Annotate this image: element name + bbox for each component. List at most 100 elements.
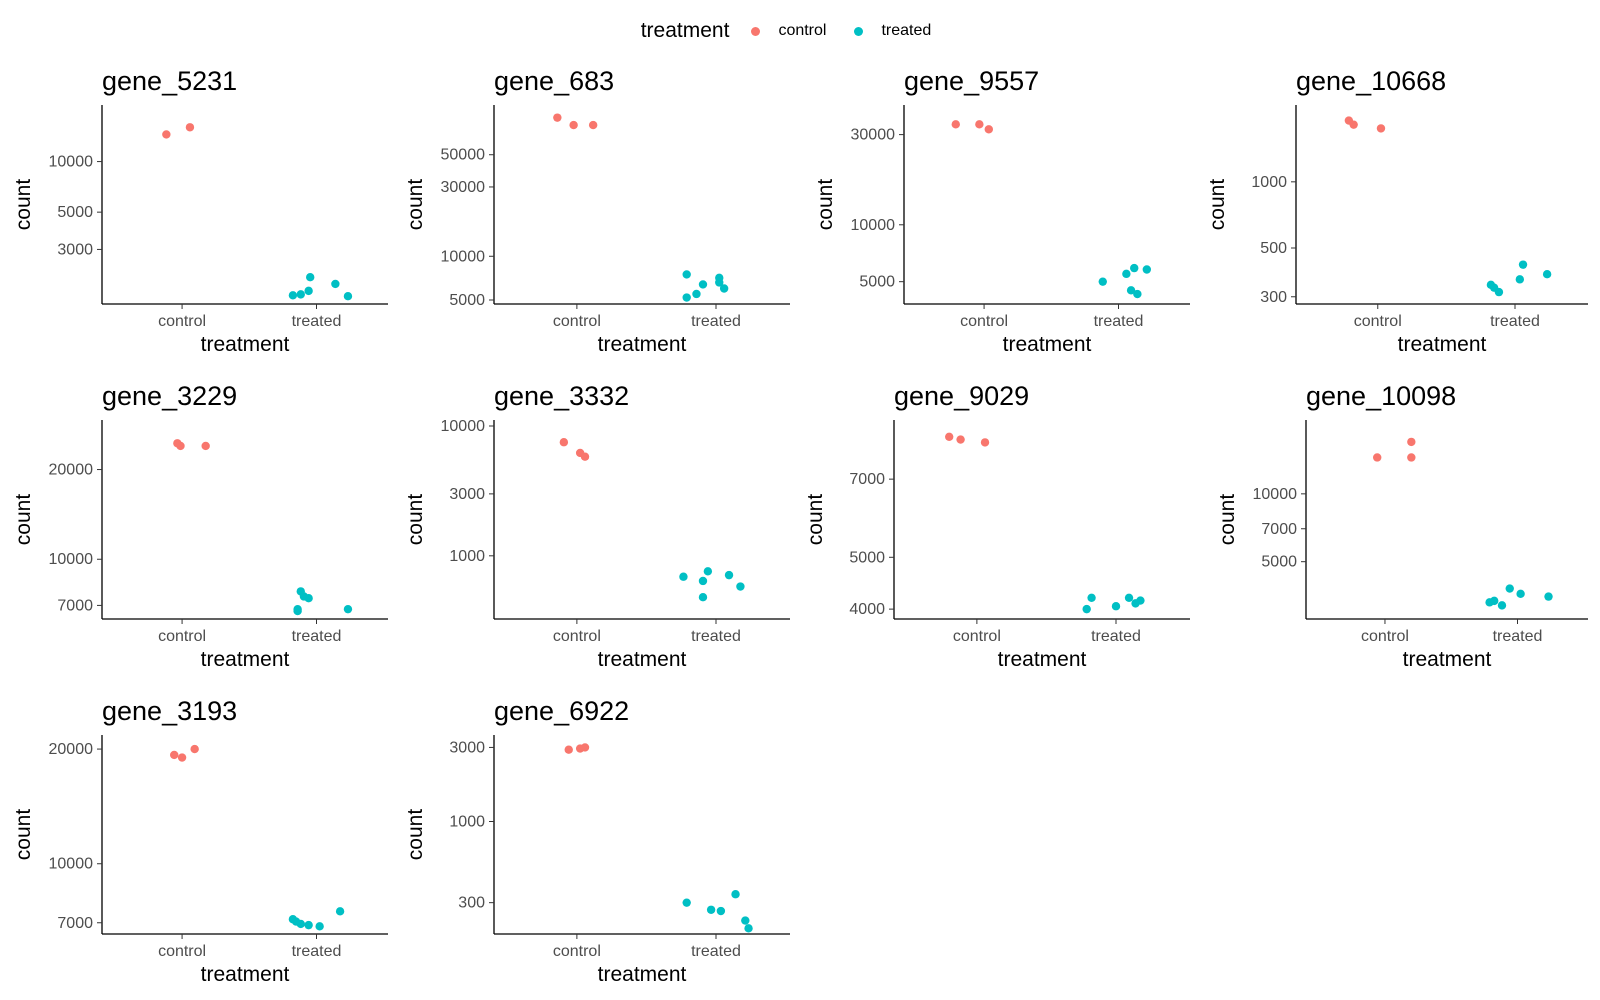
- data-point-control: [1373, 453, 1382, 462]
- data-point-control: [580, 452, 590, 461]
- data-point-treated: [1130, 263, 1139, 273]
- x-axis-label: treatment: [1398, 333, 1487, 356]
- data-point-treated: [331, 279, 340, 289]
- y-tick-label: 10000: [49, 856, 94, 873]
- facet-panel-gene_683: gene_683 5000 10000 30000 50000 control treate…: [404, 66, 790, 356]
- y-tick-label: 30000: [851, 127, 896, 144]
- x-tick-label-control: control: [158, 313, 206, 330]
- data-point-control: [177, 753, 187, 762]
- y-tick-label: 1000: [449, 548, 485, 565]
- data-point-treated: [1544, 592, 1553, 601]
- x-axis-label: treatment: [598, 963, 687, 986]
- data-point-treated: [1098, 277, 1107, 286]
- x-tick-label-control: control: [553, 628, 601, 645]
- data-point-treated: [1505, 584, 1514, 593]
- data-point-treated: [679, 572, 688, 581]
- data-point-treated: [682, 293, 691, 302]
- y-tick-label: 5000: [57, 204, 93, 221]
- data-point-control: [580, 743, 590, 752]
- data-point-treated: [1490, 596, 1499, 606]
- data-point-treated: [1497, 601, 1507, 610]
- y-tick-label: 50000: [441, 147, 486, 164]
- x-tick-label-treated: treated: [691, 943, 741, 960]
- y-tick-label: 1000: [449, 813, 485, 830]
- data-point-treated: [698, 592, 708, 602]
- x-axis-label: treatment: [201, 648, 290, 671]
- legend-key-treated: [854, 26, 864, 36]
- facet-panel-gene_3229: gene_3229 7000 10000 20000 control treatedtre…: [12, 381, 388, 671]
- data-point-treated: [719, 284, 729, 293]
- data-point-treated: [1111, 602, 1121, 611]
- y-tick-label: 3000: [449, 486, 485, 503]
- y-tick-label: 5000: [1261, 554, 1297, 571]
- data-point-treated: [1516, 589, 1525, 599]
- panel-title: gene_6922: [494, 696, 629, 726]
- data-point-treated: [1518, 260, 1528, 269]
- panel-title: gene_5231: [102, 66, 237, 96]
- y-axis-label: count: [404, 179, 427, 231]
- data-point-treated: [315, 922, 324, 931]
- x-tick-label-treated: treated: [1490, 313, 1540, 330]
- panel-title: gene_3193: [102, 696, 237, 726]
- panel-title: gene_10098: [1306, 381, 1456, 411]
- panel-title: gene_9557: [904, 66, 1039, 96]
- data-point-treated: [724, 570, 734, 580]
- data-point-control: [975, 120, 984, 129]
- data-point-treated: [716, 906, 726, 916]
- legend-label-treated: treated: [881, 22, 932, 39]
- y-tick-label: 10000: [441, 418, 486, 435]
- data-point-control: [185, 123, 195, 132]
- data-point-control: [553, 113, 562, 122]
- panel-title: gene_9029: [894, 381, 1029, 411]
- x-tick-label-control: control: [158, 628, 206, 645]
- data-point-treated: [343, 604, 353, 614]
- y-axis-label: count: [1216, 494, 1239, 546]
- data-point-treated: [698, 280, 708, 289]
- facet-panel-gene_10098: gene_10098 5000 7000 10000 control treatedtre…: [1216, 381, 1588, 671]
- facet-panel-gene_5231: gene_5231 3000 5000 10000 control treatedtrea…: [12, 66, 388, 356]
- facet-panel-gene_9029: gene_9029 4000 5000 7000 control treatedtreat…: [804, 381, 1190, 671]
- data-point-control: [951, 120, 960, 129]
- y-axis-label: count: [404, 809, 427, 861]
- legend-item-control: control: [751, 22, 826, 40]
- legend-title: treatment: [640, 19, 730, 42]
- data-point-treated: [1494, 287, 1504, 297]
- legend-key-control: [751, 26, 761, 36]
- data-point-treated: [335, 907, 345, 916]
- panel-title: gene_3229: [102, 381, 237, 411]
- x-tick-label-treated: treated: [691, 628, 741, 645]
- panel-title: gene_3332: [494, 381, 629, 411]
- legend: treatment control treated: [0, 17, 1600, 45]
- y-tick-label: 10000: [1253, 486, 1298, 503]
- x-axis-label: treatment: [998, 648, 1087, 671]
- data-point-treated: [1542, 269, 1552, 279]
- facet-panel-gene_9557: gene_9557 5000 10000 30000 control treatedtre…: [814, 66, 1190, 356]
- y-tick-label: 500: [1260, 240, 1287, 257]
- data-point-treated: [698, 576, 708, 586]
- data-point-control: [588, 120, 598, 130]
- x-axis-label: treatment: [598, 648, 687, 671]
- data-point-treated: [343, 292, 353, 301]
- x-tick-label-treated: treated: [292, 943, 342, 960]
- legend-item-treated: treated: [854, 22, 931, 40]
- y-tick-label: 10000: [851, 217, 896, 234]
- data-point-treated: [703, 567, 713, 576]
- x-tick-label-treated: treated: [1094, 313, 1144, 330]
- data-point-treated: [296, 919, 305, 929]
- y-tick-label: 30000: [441, 179, 486, 196]
- x-tick-label-treated: treated: [1091, 628, 1141, 645]
- x-tick-label-control: control: [158, 943, 206, 960]
- y-axis-label: count: [404, 494, 427, 546]
- data-point-treated: [736, 582, 745, 591]
- data-point-control: [162, 130, 171, 139]
- data-point-treated: [1082, 604, 1091, 614]
- data-point-treated: [731, 890, 740, 899]
- data-point-control: [984, 125, 993, 134]
- data-point-control: [559, 438, 569, 447]
- x-axis-label: treatment: [1403, 648, 1492, 671]
- y-tick-label: 300: [1260, 289, 1287, 306]
- facet-panel-gene_3193: gene_3193 7000 10000 20000 control treatedtre…: [12, 696, 388, 986]
- data-point-control: [569, 120, 578, 130]
